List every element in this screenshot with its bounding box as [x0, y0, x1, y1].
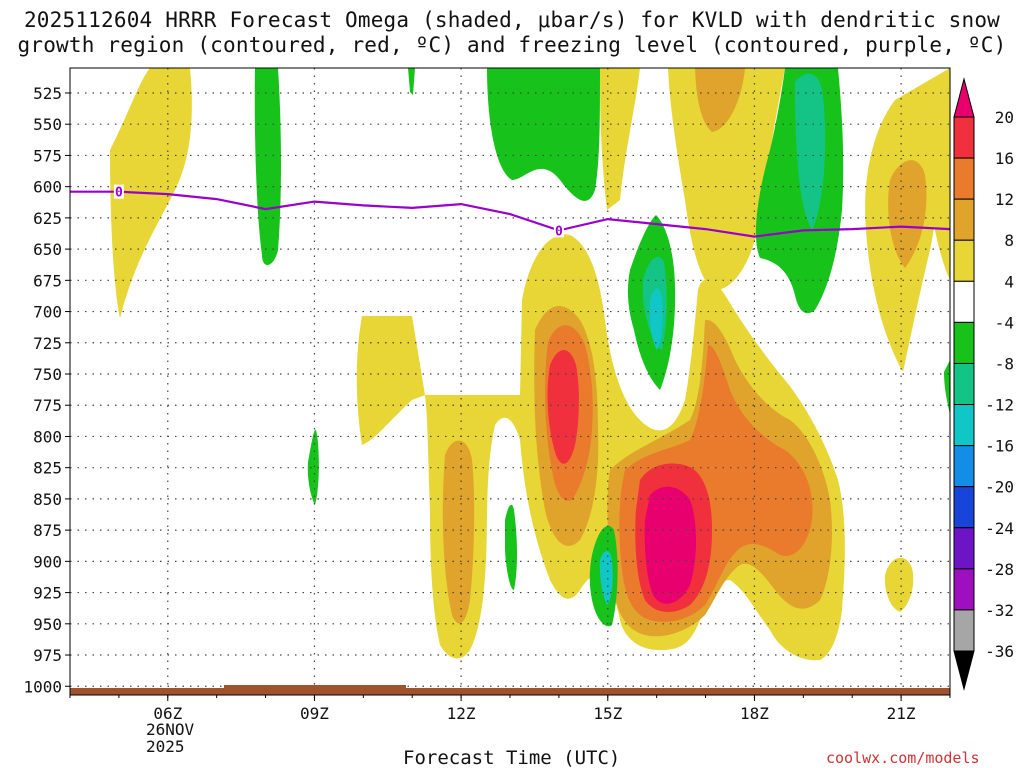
y-tick-label: 525 — [33, 84, 62, 103]
colorbar-label: -20 — [985, 478, 1014, 497]
colorbar-segment — [953, 362, 975, 406]
freezing-level-line — [70, 190, 951, 238]
y-tick-label: 600 — [33, 178, 62, 197]
colorbar-segment — [953, 116, 975, 159]
y-tick-label: 625 — [33, 209, 62, 228]
colorbar-label: -4 — [995, 313, 1014, 332]
freezing-level-label: 0 — [555, 224, 563, 239]
omega-region-negative — [254, 68, 281, 266]
colorbar-label: -8 — [995, 354, 1014, 373]
colorbar-segment — [953, 157, 975, 200]
x-tick-label: 18Z — [740, 704, 769, 723]
omega-region-positive — [547, 350, 579, 464]
x-axis-title: Forecast Time (UTC) — [403, 747, 620, 768]
y-tick-label: 900 — [33, 552, 62, 571]
colorbar-label: 4 — [1004, 272, 1014, 291]
y-tick-label: 650 — [33, 240, 62, 259]
colorbar-label: -32 — [985, 601, 1014, 620]
omega-region-negative — [944, 360, 950, 415]
y-tick-label: 850 — [33, 490, 62, 509]
colorbar: 20 16 12 8 4 -4 -8 -12 -16 -20 -24 -28 -32 -36 — [953, 77, 1014, 691]
x-tick-label: 09Z — [300, 704, 329, 723]
colorbar-label: 20 — [995, 108, 1014, 127]
colorbar-segment — [953, 239, 975, 282]
x-tick-label: 21Z — [887, 704, 916, 723]
omega-region-positive — [668, 68, 785, 290]
omega-region-positive — [884, 557, 914, 612]
credit-label: coolwx.com/models — [826, 749, 980, 767]
omega-region-positive — [442, 440, 475, 624]
colorbar-label: -12 — [985, 396, 1014, 415]
x-tick-label: 06Z — [153, 704, 182, 723]
x-tick-label: 15Z — [593, 704, 622, 723]
omega-region-negative — [408, 68, 415, 95]
y-tick-label: 800 — [33, 427, 62, 446]
colorbar-segment — [953, 486, 975, 529]
omega-region-positive — [600, 68, 640, 210]
chart-title-line1: 2025112604 HRRR Forecast Omega (shaded, … — [23, 8, 1001, 32]
colorbar-top-arrow — [953, 77, 975, 118]
colorbar-label: 16 — [995, 149, 1014, 168]
y-tick-label: 975 — [33, 646, 62, 665]
colorbar-label: -36 — [985, 642, 1014, 661]
y-tick-label: 550 — [33, 115, 62, 134]
y-tick-label: 875 — [33, 521, 62, 540]
terrain-strip — [70, 688, 950, 695]
omega-region-negative — [307, 429, 319, 505]
omega-region-negative — [795, 73, 826, 230]
terrain-bump — [224, 685, 406, 689]
colorbar-segment — [953, 445, 975, 488]
freezing-label-bg — [553, 223, 564, 238]
terrain-surface — [70, 685, 950, 695]
omega-region-negative — [487, 68, 600, 201]
y-tick-label: 950 — [33, 615, 62, 634]
omega-shading — [110, 68, 950, 661]
x-axis: 06Z 09Z 12Z 15Z 18Z 21Z — [69, 695, 951, 723]
colorbar-bottom-arrow — [953, 650, 975, 691]
omega-region-positive — [888, 160, 927, 268]
colorbar-segment — [953, 280, 975, 323]
omega-region-positive — [695, 68, 745, 132]
colorbar-segment — [953, 527, 975, 570]
date-label-day: 26NOV — [146, 720, 195, 739]
y-tick-label: 750 — [33, 365, 62, 384]
omega-region-negative — [505, 504, 517, 590]
colorbar-label: -28 — [985, 560, 1014, 579]
colorbar-label: 12 — [995, 190, 1014, 209]
y-tick-label: 575 — [33, 146, 62, 165]
y-tick-label: 1000 — [23, 677, 62, 696]
colorbar-label: -24 — [985, 519, 1014, 538]
date-label-year: 2025 — [146, 737, 185, 756]
colorbar-label: 8 — [1004, 231, 1014, 250]
x-tick-label: 12Z — [447, 704, 476, 723]
freezing-level-contour: 00 — [70, 184, 951, 239]
freezing-level-label: 0 — [115, 186, 123, 201]
y-tick-label: 925 — [33, 584, 62, 603]
colorbar-segment — [953, 568, 975, 611]
omega-region-negative — [649, 288, 663, 350]
y-tick-label: 675 — [33, 271, 62, 290]
y-axis: 525 550 575 600 625 650 675 700 725 750 775 800 825 8… — [23, 84, 70, 696]
colorbar-segment — [953, 404, 975, 447]
chart-title-line2: growth region (contoured, red, ºC) and f… — [17, 33, 1007, 57]
colorbar-segment — [953, 609, 975, 652]
y-tick-label: 775 — [33, 396, 62, 415]
y-tick-label: 700 — [33, 303, 62, 322]
omega-region-negative — [599, 551, 613, 605]
colorbar-segment — [953, 321, 975, 364]
y-tick-label: 725 — [33, 334, 62, 353]
y-tick-label: 825 — [33, 459, 62, 478]
colorbar-segment — [953, 198, 975, 241]
omega-region-positive — [644, 486, 696, 604]
colorbar-label: -16 — [985, 437, 1014, 456]
freezing-label-bg — [113, 184, 124, 199]
